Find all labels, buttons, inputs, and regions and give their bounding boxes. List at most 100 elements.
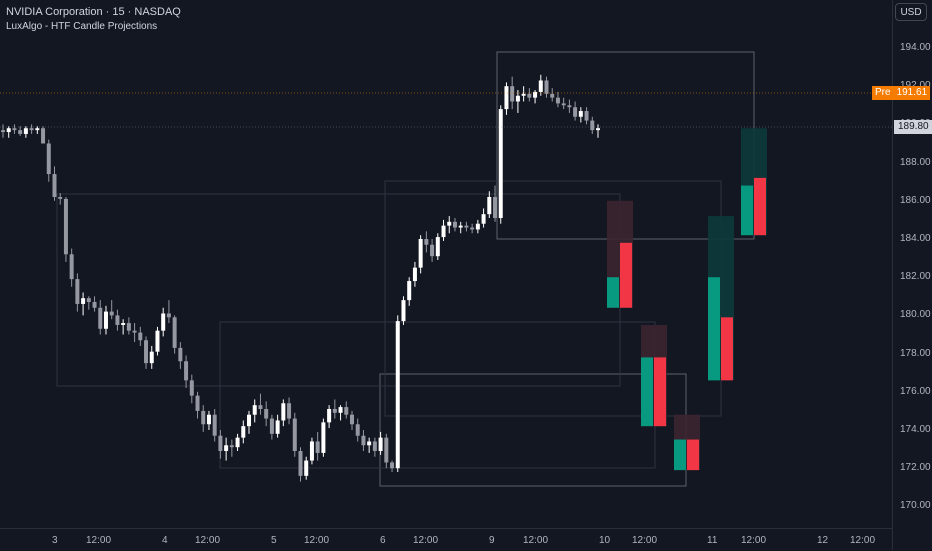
indicator-legend[interactable]: LuxAlgo - HTF Candle Projections [6, 21, 158, 32]
candle-body [52, 174, 57, 197]
candle-body [12, 128, 17, 131]
candle-body [510, 86, 515, 102]
candle-body [378, 437, 383, 452]
candle-body [407, 281, 412, 301]
candle-body [344, 407, 349, 415]
candle-body [258, 405, 263, 409]
candle-body [567, 105, 572, 108]
chart-pane[interactable] [0, 0, 892, 528]
candle-body [149, 351, 154, 364]
price-tick-label: 176.00 [900, 385, 931, 397]
candle-body [430, 244, 435, 257]
candle-body [103, 311, 108, 329]
candle-body [555, 97, 560, 104]
candle-body [109, 311, 114, 316]
candle-body [121, 323, 126, 325]
price-tick-label: 192.00 [900, 80, 931, 91]
candle-body [355, 424, 360, 436]
candle-body [178, 347, 183, 362]
candle-body [6, 128, 11, 133]
candle-body [527, 93, 532, 98]
candle-body [292, 418, 297, 452]
time-axis[interactable] [0, 528, 892, 551]
candle-body [132, 330, 137, 333]
candle-body [155, 330, 160, 352]
price-tick-label: 172.00 [900, 462, 931, 474]
candle-body [212, 414, 217, 436]
projection-bear-candle [721, 317, 733, 381]
candle-body [367, 441, 372, 446]
time-tick-label: 12:00 [850, 535, 876, 546]
price-tick-label: 188.00 [900, 156, 931, 168]
pre-market-price-label: Pre 191.61 [872, 86, 931, 100]
candle-body [338, 407, 343, 413]
candle-body [493, 196, 498, 218]
candle-body [166, 313, 171, 318]
candle-body [69, 254, 74, 280]
time-tick-label: 3 [52, 535, 58, 546]
symbol-title[interactable]: NVIDIA Corporation · 15 · NASDAQ [6, 6, 181, 18]
candle-body [29, 128, 34, 131]
candle-body [372, 441, 377, 452]
projection-bear-candle [620, 242, 632, 308]
candle-body [172, 317, 177, 348]
candle-body [475, 223, 480, 230]
time-tick-label: 9 [489, 535, 495, 546]
time-tick-label: 11 [707, 535, 718, 546]
candle-body [86, 298, 91, 303]
candle-body [390, 462, 395, 469]
candle-body [521, 93, 526, 96]
candle-body [229, 445, 234, 448]
price-tick-label: 170.00 [900, 500, 931, 512]
time-tick-label: 12:00 [741, 535, 767, 546]
candle-body [18, 130, 23, 134]
candle-body [81, 298, 86, 304]
candle-body [241, 426, 246, 438]
candle-body [561, 103, 566, 106]
price-chart[interactable] [0, 0, 892, 528]
candle-body [596, 128, 600, 131]
candle-body [533, 91, 538, 98]
candle-body [361, 435, 366, 446]
candle-body [35, 128, 40, 131]
candle-body [401, 300, 406, 322]
candle-body [321, 422, 326, 453]
candle-body [224, 445, 229, 452]
time-tick-label: 10 [599, 535, 611, 546]
currency-button[interactable]: USD [895, 3, 927, 21]
candle-body [206, 414, 211, 425]
candle-body [458, 225, 463, 228]
candle-body [384, 437, 389, 463]
candle-body [498, 109, 503, 218]
time-tick-label: 12:00 [304, 535, 330, 546]
candle-body [287, 403, 292, 419]
projection-bull-candle [708, 277, 720, 381]
candle-body [395, 321, 400, 469]
projection-bear-candle [754, 177, 766, 236]
candle-body [309, 441, 314, 461]
candle-body [578, 111, 583, 117]
candle-body [452, 221, 457, 228]
pre-label-text: Pre [875, 87, 891, 98]
candle-body [92, 302, 97, 308]
projection-bull-candle [674, 439, 686, 471]
candle-body [144, 340, 149, 364]
price-axis[interactable] [892, 0, 932, 550]
candle-body [424, 239, 429, 245]
candle-body [115, 315, 120, 325]
time-tick-label: 12:00 [86, 535, 112, 546]
candle-body [412, 267, 417, 282]
candle-body [275, 420, 280, 434]
candle-body [23, 128, 28, 134]
candle-body [41, 128, 46, 144]
price-tick-label: 178.00 [900, 347, 931, 359]
candle-body [264, 408, 269, 419]
candle-body [201, 410, 206, 425]
candle-body [573, 107, 578, 117]
projection-bear-candle [687, 439, 699, 471]
price-tick-label: 174.00 [900, 424, 931, 435]
candle-body [470, 227, 475, 230]
candle-body [269, 418, 274, 434]
time-tick-label: 5 [271, 535, 277, 546]
candle-body [235, 437, 240, 448]
